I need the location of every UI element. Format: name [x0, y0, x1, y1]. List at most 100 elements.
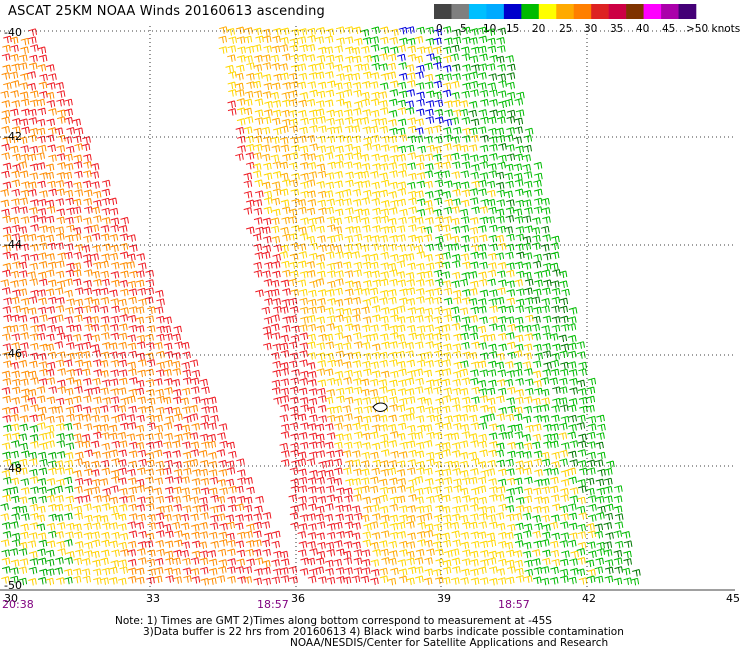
wind-barb — [387, 424, 397, 432]
wind-barb — [297, 199, 306, 207]
wind-barb — [1, 549, 10, 557]
wind-barb — [11, 539, 21, 547]
wind-barb — [47, 451, 57, 460]
wind-barb — [10, 270, 19, 279]
wind-barb — [389, 379, 398, 388]
wind-barb — [568, 424, 577, 432]
wind-barb — [325, 289, 335, 297]
wind-barb — [433, 342, 443, 351]
wind-barb — [263, 206, 273, 215]
wind-barb — [300, 316, 309, 324]
wind-barb — [469, 80, 479, 89]
wind-barb — [567, 503, 577, 511]
wind-barb — [514, 431, 524, 439]
wind-barb — [480, 98, 489, 107]
wind-barb — [1, 522, 11, 530]
wind-barb — [100, 260, 109, 269]
colorbar-swatch — [468, 4, 487, 19]
wind-barb — [83, 468, 93, 476]
wind-barb — [362, 109, 371, 117]
wind-barb — [119, 566, 128, 574]
wind-barb — [442, 514, 452, 522]
wind-barb — [10, 296, 20, 305]
wind-barb — [327, 270, 336, 278]
wind-barb — [207, 433, 217, 442]
wind-barb — [478, 109, 488, 117]
wind-barb — [19, 118, 29, 126]
wind-barb — [425, 26, 435, 35]
wind-barb — [486, 413, 495, 421]
wind-barb — [217, 432, 226, 440]
wind-barb — [45, 288, 55, 296]
wind-barb — [243, 207, 253, 215]
wind-barb — [434, 99, 444, 107]
wind-barb — [569, 377, 578, 386]
wind-barb — [325, 503, 334, 511]
wind-barb — [163, 378, 173, 386]
wind-barb — [173, 576, 182, 584]
wind-barb — [253, 269, 263, 278]
wind-barb — [29, 253, 39, 262]
wind-barb — [83, 423, 93, 431]
wind-barb — [408, 332, 417, 341]
wind-barb — [470, 306, 479, 315]
wind-barb — [514, 216, 524, 224]
wind-barb — [91, 270, 100, 279]
wind-barb — [253, 90, 263, 98]
wind-barb — [64, 189, 74, 198]
wind-barb — [514, 343, 524, 352]
wind-barb — [325, 172, 335, 180]
wind-barb — [235, 485, 244, 494]
wind-barb — [352, 468, 362, 476]
wind-barb — [236, 458, 245, 466]
wind-barb — [162, 450, 172, 459]
wind-barb — [73, 531, 83, 539]
wind-barb — [333, 405, 342, 414]
wind-barb — [74, 343, 84, 351]
wind-barb — [147, 422, 156, 430]
wind-barb — [406, 72, 416, 80]
wind-barb — [326, 198, 335, 207]
wind-barb — [46, 82, 56, 90]
wind-barb — [64, 503, 73, 512]
wind-barb — [442, 233, 452, 241]
wind-barb — [243, 496, 253, 505]
wind-barb — [468, 288, 478, 296]
wind-barb — [594, 523, 604, 531]
wind-barb — [291, 172, 300, 181]
wind-barb — [576, 568, 586, 576]
wind-barb — [469, 332, 479, 341]
wind-barb — [389, 154, 399, 163]
wind-barb — [10, 216, 19, 225]
wind-barb — [559, 297, 569, 306]
wind-barb — [388, 243, 397, 252]
wind-barb — [452, 188, 461, 197]
wind-barb — [560, 442, 570, 450]
wind-barb — [477, 305, 487, 314]
wind-barb — [433, 37, 442, 45]
wind-barb — [174, 530, 183, 538]
wind-barb — [416, 352, 426, 361]
wind-barb — [515, 389, 524, 397]
wind-barb — [496, 37, 505, 45]
wind-barb — [19, 423, 28, 432]
wind-barb — [460, 541, 470, 550]
wind-barb — [9, 324, 19, 333]
wind-barb — [73, 181, 82, 190]
lat-label-50: -50 — [4, 579, 22, 592]
wind-barb — [506, 297, 515, 306]
wind-barb — [244, 55, 253, 63]
wind-barb — [469, 217, 479, 225]
wind-barb — [379, 163, 389, 171]
wind-barb — [360, 468, 370, 476]
wind-barb — [271, 540, 280, 549]
wind-barb — [514, 486, 524, 494]
wind-barb — [353, 152, 362, 160]
wind-barb — [587, 514, 597, 522]
wind-barb — [379, 63, 388, 71]
wind-barb — [425, 451, 435, 460]
wind-barb — [488, 163, 497, 171]
wind-barb — [308, 568, 318, 576]
wind-barb — [487, 369, 497, 377]
wind-barb — [470, 134, 479, 143]
